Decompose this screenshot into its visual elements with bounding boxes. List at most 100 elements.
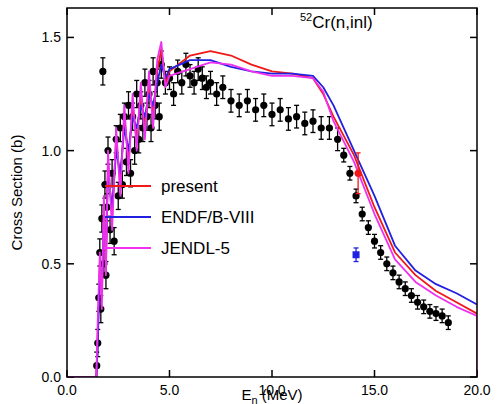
marker: [371, 238, 378, 245]
error-cap: [126, 91, 131, 92]
y-tick-label: 0.5: [42, 256, 62, 272]
error-cap: [390, 279, 395, 280]
plot-data: [67, 42, 477, 377]
error-cap: [270, 102, 275, 103]
data-point: [99, 58, 106, 85]
error-cap: [278, 121, 283, 122]
error-cap: [302, 134, 307, 135]
data-point: [277, 99, 284, 122]
error-cap: [440, 308, 445, 309]
data-point: [178, 71, 185, 94]
data-point: [355, 153, 362, 194]
error-cap: [120, 198, 125, 199]
data-point: [383, 257, 390, 271]
marker: [268, 111, 275, 118]
error-cap: [366, 220, 371, 221]
data-point: [408, 289, 415, 303]
x-tick: [169, 370, 171, 377]
error-cap: [270, 125, 275, 126]
error-cap: [311, 109, 316, 110]
data-point: [219, 76, 226, 99]
y-tick-label: 1.5: [42, 29, 62, 45]
data-point: [334, 128, 341, 151]
legend-swatch: [105, 216, 151, 218]
error-cap: [245, 111, 250, 112]
data-point: [389, 266, 396, 280]
error-cap: [196, 57, 201, 58]
error-cap: [214, 105, 219, 106]
x-tick-label: 15.0: [361, 382, 388, 398]
error-cap: [253, 98, 258, 99]
error-cap: [446, 329, 451, 330]
data-point: [326, 117, 333, 140]
data-point: [207, 71, 214, 94]
model-line: [67, 49, 477, 377]
error-cap: [335, 150, 340, 151]
x-tick-label: 5.0: [160, 382, 180, 398]
data-point: [371, 234, 378, 248]
y-tick-label: 1.0: [42, 143, 62, 159]
legend-swatch: [105, 247, 151, 249]
marker: [285, 115, 292, 122]
error-cap: [102, 170, 107, 171]
error-cap: [97, 238, 102, 239]
y-tick-label: 0.0: [42, 369, 62, 385]
marker: [301, 120, 308, 127]
axes: 0.05.010.015.020.00.00.51.01.5: [42, 8, 491, 398]
error-cap: [116, 209, 121, 210]
data-point: [156, 103, 163, 130]
error-cap: [132, 164, 137, 165]
error-cap: [409, 302, 414, 303]
y-tick: [67, 37, 74, 39]
data-point: [213, 83, 220, 106]
error-cap: [421, 313, 426, 314]
marker: [260, 102, 267, 109]
data-point: [268, 103, 275, 126]
data-point: [340, 148, 347, 162]
error-cap: [149, 141, 154, 142]
error-cap: [286, 130, 291, 131]
marker: [219, 84, 226, 91]
marker: [355, 170, 362, 177]
marker: [383, 260, 390, 267]
marker: [99, 68, 106, 75]
error-cap: [354, 261, 359, 262]
error-cap: [360, 220, 365, 221]
data-point: [203, 76, 210, 99]
error-cap: [286, 107, 291, 108]
plot-frame: [67, 8, 477, 377]
model-line: [67, 42, 477, 377]
error-cap: [415, 295, 420, 296]
error-cap: [261, 116, 266, 117]
error-cap: [214, 82, 219, 83]
error-cap: [167, 66, 172, 67]
marker: [318, 124, 325, 131]
error-cap: [140, 141, 145, 142]
error-cap: [100, 57, 105, 58]
legend-label: present: [161, 177, 218, 196]
data-point: [111, 228, 118, 255]
error-cap: [446, 315, 451, 316]
error-cap: [136, 152, 141, 153]
error-cap: [390, 265, 395, 266]
annotation: 52Cr(n,inl): [300, 11, 373, 32]
error-cap: [427, 317, 432, 318]
error-cap: [157, 102, 162, 103]
marker: [326, 124, 333, 131]
marker: [439, 312, 446, 319]
data-point: [365, 221, 372, 235]
marker: [309, 118, 316, 125]
marker: [236, 102, 243, 109]
error-cap: [188, 64, 193, 65]
marker: [227, 97, 234, 104]
error-cap: [302, 111, 307, 112]
data-point: [426, 305, 433, 319]
marker: [186, 72, 193, 79]
error-cap: [253, 121, 258, 122]
error-cap: [204, 75, 209, 76]
data-point: [402, 282, 409, 296]
y-axis-label: Cross Section (b): [8, 135, 25, 251]
error-cap: [384, 256, 389, 257]
x-axis-label: En (MeV): [241, 386, 302, 404]
error-cap: [208, 93, 213, 94]
